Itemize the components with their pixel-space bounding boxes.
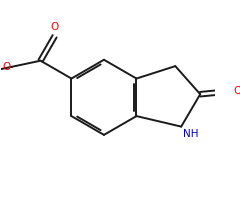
Text: O: O: [234, 86, 240, 96]
Text: O: O: [2, 62, 10, 72]
Text: O: O: [50, 22, 59, 32]
Text: NH: NH: [183, 129, 199, 139]
